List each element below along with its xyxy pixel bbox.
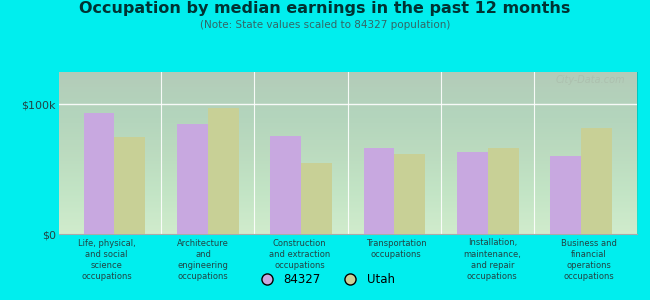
Bar	[551, 156, 581, 234]
Bar	[301, 163, 332, 234]
Bar	[114, 137, 146, 234]
Text: Installation,
maintenance,
and repair
occupations: Installation, maintenance, and repair oc…	[463, 238, 521, 281]
Bar	[177, 124, 208, 234]
Bar	[208, 108, 239, 234]
Bar	[581, 128, 612, 234]
Text: (Note: State values scaled to 84327 population): (Note: State values scaled to 84327 popu…	[200, 20, 450, 29]
Text: Business and
financial
operations
occupations: Business and financial operations occupa…	[561, 238, 617, 281]
Text: Life, physical,
and social
science
occupations: Life, physical, and social science occup…	[78, 238, 136, 281]
Text: Occupation by median earnings in the past 12 months: Occupation by median earnings in the pas…	[79, 2, 571, 16]
Text: Transportation
occupations: Transportation occupations	[366, 238, 426, 259]
Bar	[457, 152, 488, 234]
Bar	[270, 136, 301, 234]
Bar	[363, 148, 395, 234]
Text: Construction
and extraction
occupations: Construction and extraction occupations	[269, 238, 330, 270]
Legend: 84327, Utah: 84327, Utah	[250, 269, 400, 291]
Bar	[488, 148, 519, 234]
Bar	[84, 113, 114, 234]
Text: City-Data.com: City-Data.com	[556, 75, 625, 85]
Text: Architecture
and
engineering
occupations: Architecture and engineering occupations	[177, 238, 229, 281]
Bar	[395, 154, 425, 234]
